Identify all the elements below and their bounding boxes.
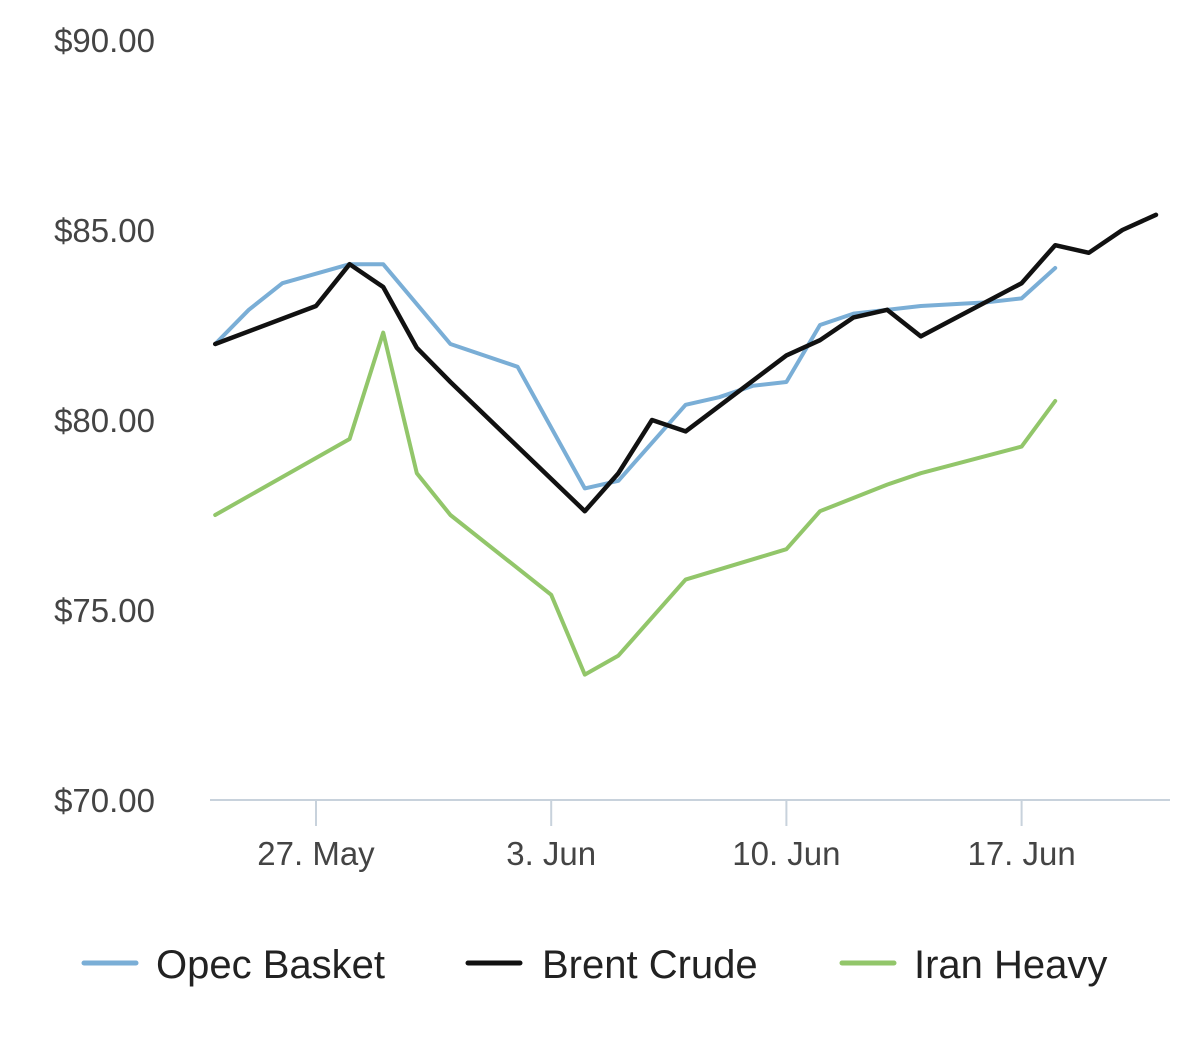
legend-item[interactable]: Iran Heavy	[839, 943, 1107, 987]
y-tick-label: $70.00	[54, 782, 155, 819]
legend-label: Iran Heavy	[914, 943, 1107, 987]
legend-item[interactable]: Opec Basket	[81, 943, 385, 987]
y-axis-ticks: $70.00 $75.00 $80.00 $85.00 $90.00	[54, 22, 155, 819]
series-line-iran-heavy	[213, 330, 1058, 677]
y-tick-label: $80.00	[54, 402, 155, 439]
y-tick-label: $90.00	[54, 22, 155, 59]
series-line-brent-crude	[212, 212, 1159, 514]
legend-label: Brent Crude	[542, 943, 758, 987]
x-tick-label: 17. Jun	[967, 835, 1075, 872]
x-tick-label: 10. Jun	[732, 835, 840, 872]
legend-item[interactable]: Brent Crude	[465, 943, 758, 987]
y-tick-label: $85.00	[54, 212, 155, 249]
legend: Opec Basket Brent Crude Iran Heavy	[81, 943, 1107, 987]
series-line-opec-basket	[213, 262, 1058, 491]
x-tick-label: 27. May	[257, 835, 375, 872]
y-tick-label: $75.00	[54, 592, 155, 629]
series-lines	[212, 212, 1159, 677]
x-axis-ticks: 27. May 3. Jun 10. Jun 17. Jun	[257, 800, 1076, 872]
x-tick-label: 3. Jun	[506, 835, 596, 872]
legend-label: Opec Basket	[156, 943, 385, 987]
